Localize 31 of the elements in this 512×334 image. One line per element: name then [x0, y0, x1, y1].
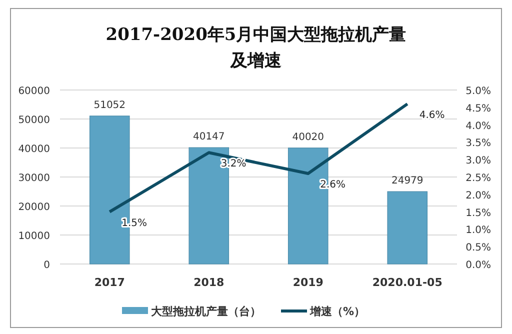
y-tick-label: 60000	[18, 86, 50, 97]
y2-tick-label: 4.5%	[466, 103, 491, 114]
x-tick-label: 2017	[94, 276, 125, 289]
x-tick-label: 2018	[194, 276, 224, 289]
y2-tick-label: 3.0%	[466, 156, 491, 167]
y-tick-label: 0	[44, 260, 50, 271]
y-tick-label: 50000	[18, 115, 50, 126]
data-label: 40020	[292, 132, 324, 143]
x-tick-label: 2019	[292, 276, 324, 289]
x-tick-label: 2020.01-05	[372, 276, 442, 289]
y2-tick-label: 1.5%	[466, 208, 491, 219]
y2-tick-label: 4.0%	[466, 120, 491, 132]
legend-label: 增速（%）	[309, 305, 366, 318]
y-tick-label: 40000	[18, 144, 50, 155]
data-label: 24979	[391, 176, 424, 187]
data-label: 40147	[192, 132, 225, 143]
y-tick-label: 30000	[18, 173, 50, 184]
y-tick-label: 10000	[18, 231, 50, 242]
data-label: 4.6%	[419, 110, 445, 121]
chart-title: 2017-2020年5月中国大型拖拉机产量及增速	[106, 25, 406, 71]
y2-tick-label: 5.0%	[466, 86, 491, 97]
y2-tick-label: 0.0%	[466, 260, 491, 271]
y2-tick-label: 0.5%	[466, 242, 491, 254]
legend-label: 大型拖拉机产量（台）	[151, 305, 261, 318]
y2-tick-label: 3.5%	[466, 138, 491, 150]
y2-tick-label: 1.0%	[466, 225, 491, 236]
y2-tick-label: 2.0%	[466, 190, 491, 202]
y2-tick-label: 2.5%	[466, 173, 491, 184]
y-tick-label: 20000	[18, 202, 50, 213]
data-label: 51052	[94, 100, 126, 111]
bar	[387, 191, 428, 264]
